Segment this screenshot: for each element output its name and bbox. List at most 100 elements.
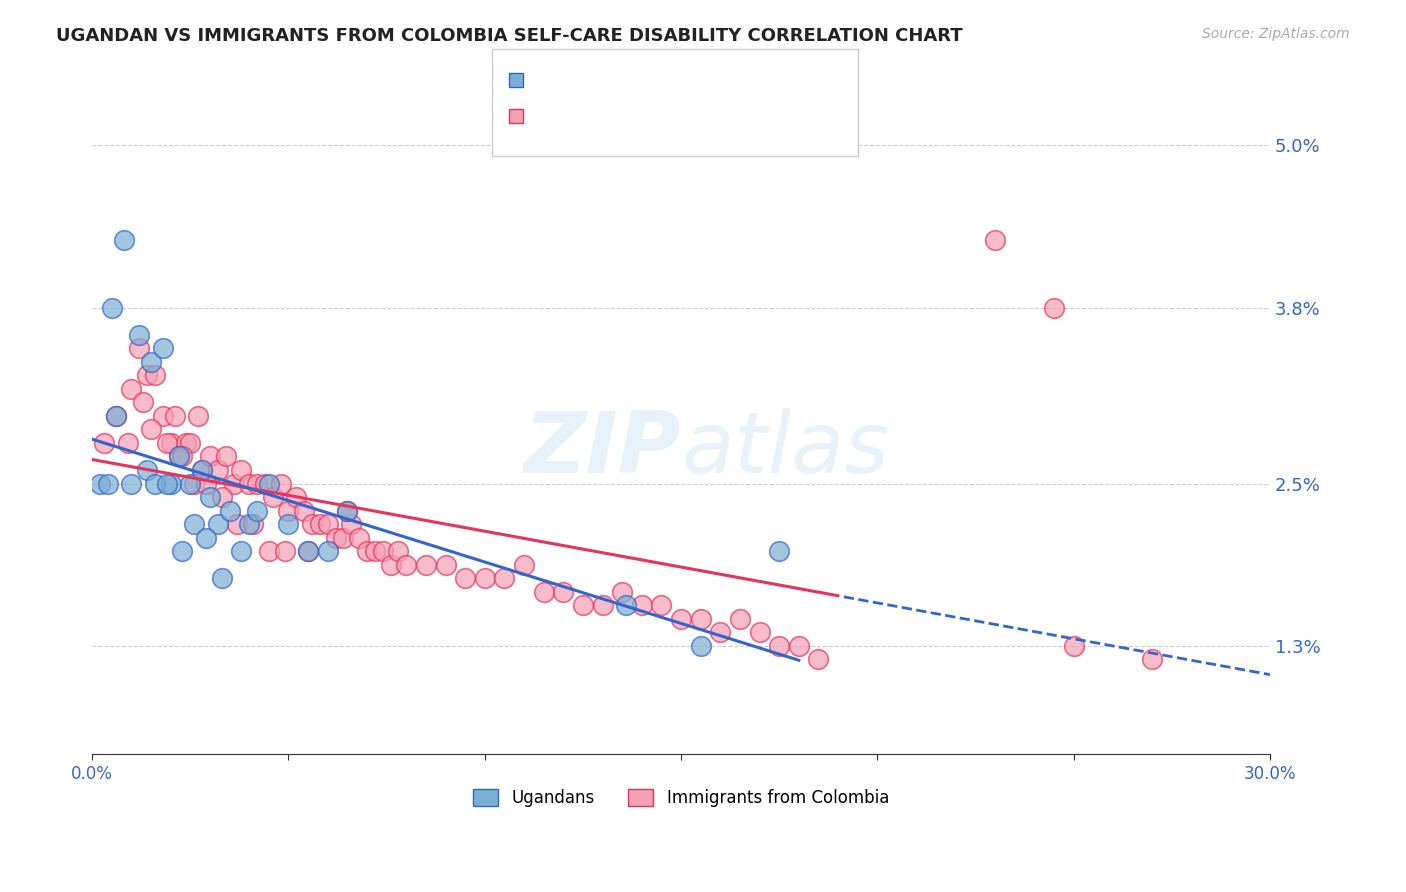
Point [270, 476, 292, 491]
Point [191, 463, 214, 477]
Text: -0.322: -0.322 [569, 110, 628, 128]
Point [120, 476, 142, 491]
Point [332, 531, 354, 545]
Point [301, 517, 323, 532]
Point [242, 517, 264, 532]
Point [93, 436, 115, 450]
Point [222, 476, 245, 491]
Point [211, 490, 233, 504]
Point [748, 625, 770, 640]
Point [104, 409, 127, 423]
Point [380, 558, 402, 572]
Point [513, 558, 536, 572]
Point [101, 301, 124, 315]
Point [387, 544, 409, 558]
Point [176, 436, 198, 450]
Point [612, 584, 634, 599]
Point [218, 503, 240, 517]
Point [187, 409, 209, 423]
Point [136, 463, 159, 477]
Point [156, 436, 179, 450]
Point [340, 517, 363, 532]
Text: 34: 34 [696, 74, 720, 92]
Point [371, 544, 394, 558]
Point [553, 584, 575, 599]
Point [768, 639, 790, 653]
Point [325, 531, 347, 545]
Point [285, 490, 308, 504]
Point [807, 652, 830, 666]
Point [592, 599, 614, 613]
Point [1140, 652, 1163, 666]
Point [198, 450, 221, 464]
Point [198, 490, 221, 504]
Point [136, 368, 159, 383]
Point [364, 544, 387, 558]
Point [316, 544, 339, 558]
Point [143, 476, 166, 491]
Point [207, 463, 229, 477]
Point [494, 571, 516, 585]
Point [292, 503, 315, 517]
Point [395, 558, 418, 572]
Point [167, 450, 190, 464]
Point [253, 476, 276, 491]
Legend: Ugandans, Immigrants from Colombia: Ugandans, Immigrants from Colombia [467, 782, 896, 814]
Point [231, 544, 253, 558]
Point [1043, 301, 1066, 315]
Point [172, 544, 194, 558]
Point [211, 571, 233, 585]
Point [572, 599, 595, 613]
Point [309, 517, 332, 532]
Point [474, 571, 496, 585]
Point [214, 450, 236, 464]
Point [262, 490, 284, 504]
Text: -0.114: -0.114 [569, 74, 628, 92]
Point [183, 476, 205, 491]
Point [231, 463, 253, 477]
Point [191, 463, 214, 477]
Point [614, 599, 637, 613]
Point [273, 544, 295, 558]
Point [97, 476, 120, 491]
Point [787, 639, 810, 653]
Point [336, 503, 359, 517]
Point [297, 544, 319, 558]
Point [709, 625, 731, 640]
Point [132, 395, 155, 409]
Text: Source: ZipAtlas.com: Source: ZipAtlas.com [1202, 27, 1350, 41]
Text: 77: 77 [696, 110, 720, 128]
Point [347, 531, 370, 545]
Point [238, 517, 260, 532]
Point [104, 409, 127, 423]
Text: N =: N = [654, 74, 690, 92]
Point [356, 544, 378, 558]
Point [195, 531, 218, 545]
Point [246, 503, 269, 517]
Point [163, 409, 186, 423]
Text: atlas: atlas [681, 409, 889, 491]
Point [277, 517, 299, 532]
Point [226, 517, 249, 532]
Point [257, 476, 280, 491]
Text: UGANDAN VS IMMIGRANTS FROM COLOMBIA SELF-CARE DISABILITY CORRELATION CHART: UGANDAN VS IMMIGRANTS FROM COLOMBIA SELF… [56, 27, 963, 45]
Point [152, 409, 174, 423]
Point [117, 436, 139, 450]
Point [650, 599, 672, 613]
Point [120, 382, 142, 396]
Point [689, 639, 711, 653]
Point [207, 517, 229, 532]
Text: R =: R = [527, 74, 564, 92]
Point [167, 450, 190, 464]
Point [112, 233, 135, 247]
Point [139, 354, 162, 368]
Point [139, 422, 162, 436]
Point [689, 612, 711, 626]
Point [669, 612, 692, 626]
Point [768, 544, 790, 558]
Point [454, 571, 477, 585]
Point [277, 503, 299, 517]
Point [172, 450, 194, 464]
Point [316, 517, 339, 532]
Text: R =: R = [527, 110, 564, 128]
